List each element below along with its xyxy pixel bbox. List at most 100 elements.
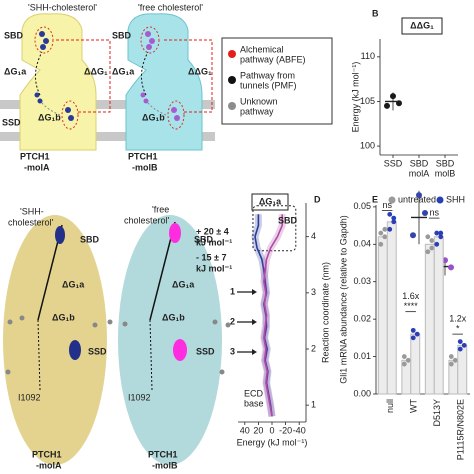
protein-name: -molA: [36, 460, 62, 470]
legend-label: untreated: [398, 194, 436, 204]
pmf-path: [35, 51, 43, 96]
data-point: [416, 192, 422, 199]
panel-label: B: [372, 8, 379, 18]
protein-name: PTCH1: [128, 151, 158, 161]
y-axis-label: Gli1 mRNA abundance (relative to Gapdh): [338, 215, 348, 384]
data-point: [448, 354, 454, 359]
ligand-label: 'free cholesterol': [138, 2, 203, 12]
highlight-box: [252, 205, 297, 252]
energy-label: ΔΔG₁: [188, 66, 212, 76]
panel-label: E: [372, 194, 378, 204]
legend-box: [221, 37, 333, 125]
y-tick-label: 0.03: [353, 276, 371, 286]
y-tick-label: 0.04: [353, 239, 371, 249]
site-label: SBD: [4, 30, 24, 40]
data-point: [425, 249, 431, 255]
bar: [457, 344, 468, 395]
data-point: [387, 226, 393, 232]
annotation: ECD: [244, 388, 264, 398]
annotation: SBD: [278, 215, 298, 225]
legend-label: tunnels (PMF): [240, 80, 297, 90]
protein-name: -molB: [152, 460, 178, 470]
y-tick-label: 105: [360, 96, 375, 106]
legend-label: Pathway from: [240, 70, 295, 80]
energy-label: ΔG₁b: [52, 312, 75, 322]
energy-label: ΔΔG₁: [84, 66, 108, 76]
y-tick-label: 110: [361, 51, 375, 61]
protein-name: PTCH1: [148, 449, 178, 459]
site-label: SBD: [194, 234, 214, 244]
site-label: SSD: [2, 117, 21, 127]
bar: [424, 243, 435, 395]
data-point: [401, 361, 407, 367]
legend-swatch: [228, 50, 236, 58]
x-tick-label: -20: [279, 425, 292, 435]
data-point: [382, 234, 388, 240]
data-point: [429, 245, 435, 251]
site-label: SSD: [196, 346, 215, 356]
legend-label: Alchemical: [240, 44, 284, 54]
energy-label: ΔG₁b: [162, 312, 185, 322]
energy-label: ΔG₁a: [62, 279, 85, 289]
y-tick-label: 3: [311, 287, 316, 297]
data-point: [391, 215, 397, 221]
data-point: [384, 102, 390, 109]
data-point: [410, 232, 416, 239]
annotation: kJ mol⁻¹: [196, 237, 232, 247]
ligand-label: 'SHH-: [20, 206, 44, 216]
site-label: SSD: [88, 346, 107, 356]
data-point: [387, 211, 393, 217]
membrane: [0, 100, 215, 109]
protein-name: PTCH1: [32, 449, 62, 459]
legend-swatch: [388, 196, 396, 204]
abfe-path: [162, 39, 213, 113]
chart-title: ΔΔG₁: [410, 20, 434, 30]
significance-label: 1.2x: [449, 313, 467, 323]
protein-shape: [19, 13, 97, 151]
energy-label: ΔG₁a: [172, 279, 195, 289]
ligand-label: cholesterol': [124, 215, 170, 225]
membrane: [0, 132, 215, 141]
data-point: [425, 234, 431, 240]
arrow-head: [252, 319, 257, 325]
significance-label: 1.6x: [402, 291, 420, 301]
cholesterol: [69, 340, 81, 360]
y-tick-label: 4: [311, 231, 316, 241]
annotation: 2: [230, 316, 235, 326]
abfe-path: [56, 39, 111, 113]
y-tick-label: 0.01: [353, 351, 371, 361]
y-tick-label: 0.05: [353, 201, 371, 211]
protein-surface: [118, 215, 222, 465]
bar: [410, 333, 421, 395]
title-box: [251, 193, 289, 211]
legend-label: Unknown: [240, 96, 278, 106]
bar: [386, 221, 397, 395]
panel-a: 'SHH-cholesterol' 'free cholesterol' SBD…: [0, 2, 215, 172]
y-axis-label: Reaction coordinate (nm): [320, 262, 330, 363]
protein-name: -molB: [132, 162, 158, 172]
data-point: [434, 241, 440, 247]
x-tick-label: 40: [240, 425, 250, 435]
data-point: [410, 327, 416, 333]
energy-label: ΔG₁b: [142, 112, 165, 122]
data-point: [452, 357, 458, 363]
y-tick-label: 1: [311, 400, 316, 410]
protein-name: -molA: [24, 162, 50, 172]
x-tick-label: SBD: [410, 158, 429, 168]
site-outline: [167, 100, 185, 130]
legend-swatch: [436, 196, 444, 204]
data-point: [434, 230, 440, 236]
x-tick-label: WT: [409, 399, 419, 413]
ligand-label: 'SHH-cholesterol': [28, 2, 97, 12]
energy-label: ΔG₁a: [4, 66, 27, 76]
energy-label: ΔG₁a: [112, 66, 135, 76]
data-point: [396, 100, 402, 107]
data-point: [390, 93, 396, 100]
significance-label: *: [456, 323, 460, 333]
y-tick-label: 0.02: [353, 314, 371, 324]
site-label: SBD: [112, 30, 132, 40]
residue-label: I1092: [18, 392, 41, 402]
energy-line: [263, 214, 283, 417]
site-label: SBD: [80, 234, 100, 244]
